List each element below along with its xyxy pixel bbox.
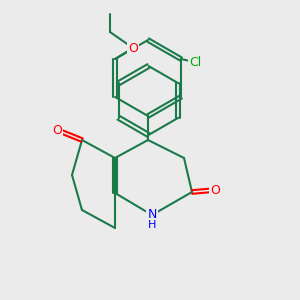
Text: H: H (148, 220, 156, 230)
Text: Cl: Cl (189, 56, 201, 68)
Text: O: O (52, 124, 62, 136)
Text: N: N (147, 208, 157, 221)
Text: O: O (210, 184, 220, 196)
Text: O: O (128, 41, 138, 55)
